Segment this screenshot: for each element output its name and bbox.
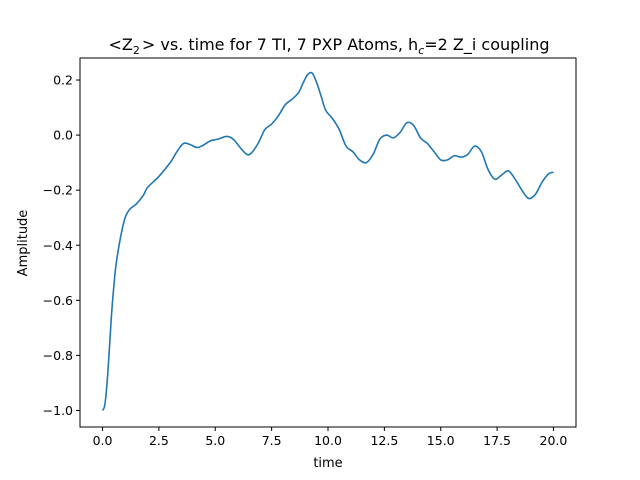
x-axis-label: time [313,456,342,471]
x-tick-label: 15.0 [427,433,455,448]
chart-title: <Z2 > vs. time for 7 TI, 7 PXP Atoms, hc=… [109,35,550,57]
y-tick-label: −0.2 [43,183,73,198]
y-tick-label: 0.2 [53,73,73,88]
y-axis: −1.0 −0.8 −0.6 −0.4 −0.2 0.0 0.2 [43,73,80,418]
x-tick-label: 12.5 [370,433,398,448]
y-tick-label: −0.4 [43,238,73,253]
x-tick-label: 10.0 [314,433,342,448]
y-axis-label: Amplitude [16,210,31,277]
series-line-0 [101,71,554,411]
x-tick-label: 17.5 [483,433,511,448]
y-tick-label: −0.6 [43,293,73,308]
x-axis: 0.0 2.5 5.0 7.5 10.0 12.5 15.0 17.5 20.0 [93,427,568,448]
x-tick-label: 7.5 [262,433,282,448]
chart-title-prefix: <Z [109,35,133,54]
x-tick-label: 0.0 [93,433,113,448]
y-tick-label: 0.0 [53,128,73,143]
x-tick-label: 5.0 [205,433,225,448]
x-tick-label: 20.0 [540,433,568,448]
y-tick-label: −0.8 [43,348,73,363]
series-layer [101,71,554,411]
y-tick-label: −1.0 [43,403,73,418]
x-tick-label: 2.5 [149,433,169,448]
chart-title-middle: > vs. time for 7 TI, 7 PXP Atoms, h [142,35,418,54]
chart-title-middle-sub: c [418,44,424,57]
chart-title-prefix-sub: 2 [133,44,140,57]
chart-title-suffix: =2 Z_i coupling [424,35,549,55]
